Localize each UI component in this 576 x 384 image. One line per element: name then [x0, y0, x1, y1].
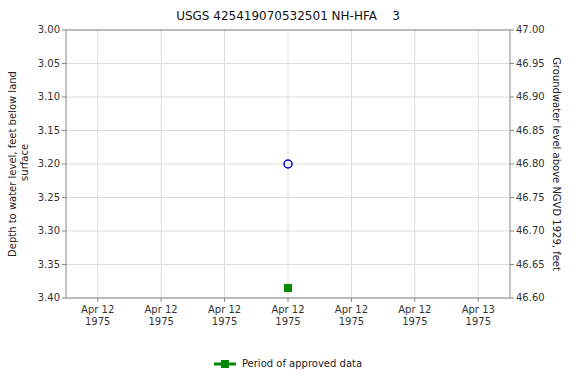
point: [284, 160, 292, 168]
marks: [284, 160, 292, 291]
tick-label: Apr 121975: [271, 304, 304, 327]
tick: [510, 298, 514, 299]
tick: [510, 63, 514, 64]
text-line: 1975: [466, 316, 491, 327]
tick: [510, 264, 514, 265]
tick-label: Apr 121975: [208, 304, 241, 327]
grid-line: [97, 30, 98, 298]
grid-line: [414, 30, 415, 298]
text-line: Depth to water level, feet below land: [7, 71, 18, 257]
text-line: Apr 12: [335, 304, 368, 315]
series: [284, 160, 292, 168]
tick-label: Apr 121975: [398, 304, 431, 327]
tick-label: 46.90: [516, 91, 545, 102]
legend-label: Period of approved data: [242, 358, 362, 369]
tick: [62, 164, 66, 165]
title: USGS 425419070532501 NH-HFA 3: [176, 9, 400, 23]
x-axis: Apr 121975Apr 121975Apr 121975Apr 121975…: [81, 298, 495, 327]
text-line: 1975: [212, 316, 237, 327]
tick: [62, 30, 66, 31]
grid-line: [161, 30, 162, 298]
tick: [414, 298, 415, 302]
series: [285, 284, 292, 291]
tick: [478, 298, 479, 302]
grid-line: [351, 30, 352, 298]
tick: [510, 97, 514, 98]
grid-line: [478, 30, 479, 298]
text-line: Groundwater level above NGVD 1929, feet: [551, 57, 562, 271]
tick: [62, 231, 66, 232]
text-line: surface: [19, 144, 30, 184]
tick-label: 46.80: [516, 158, 545, 169]
tick-label: Apr 121975: [335, 304, 368, 327]
tick: [510, 197, 514, 198]
text-line: Apr 12: [208, 304, 241, 315]
text-line: 1975: [339, 316, 364, 327]
tick: [62, 63, 66, 64]
tick-label: Apr 131975: [462, 304, 495, 327]
text-line: Apr 12: [145, 304, 178, 315]
text-line: Apr 12: [81, 304, 114, 315]
tick-label: 3.30: [38, 225, 60, 236]
tick: [62, 197, 66, 198]
y2-axis: 47.00 46.95 46.90 46.85 46.80 46.75 46.70 46.65…: [510, 24, 545, 303]
tick: [224, 298, 225, 302]
tick: [62, 130, 66, 131]
tick-label: 46.85: [516, 125, 545, 136]
tick: [161, 298, 162, 302]
tick: [62, 97, 66, 98]
y2-axis-label: Groundwater level above NGVD 1929, feet: [551, 57, 562, 271]
tick: [62, 298, 66, 299]
y-axis: 3.00 3.05 3.10 3.15 3.20 3.25 3.30 3.35 3.40: [38, 24, 66, 303]
tick-label: 3.10: [38, 91, 60, 102]
tick-label: 3.05: [38, 58, 60, 69]
tick-label: 46.65: [516, 259, 545, 270]
tick-label: 3.25: [38, 192, 60, 203]
tick: [510, 231, 514, 232]
point: [285, 284, 292, 291]
text-line: 1975: [85, 316, 110, 327]
tick-label: 3.15: [38, 125, 60, 136]
tick-label: Apr 121975: [145, 304, 178, 327]
grid-line: [288, 30, 289, 298]
tick-label: 3.40: [38, 292, 60, 303]
tick-label: 46.95: [516, 58, 545, 69]
tick: [97, 298, 98, 302]
tick-label: 3.00: [38, 24, 60, 35]
tick-label: 46.60: [516, 292, 545, 303]
text-line: Apr 12: [271, 304, 304, 315]
legend: Period of approved data: [214, 358, 362, 369]
tick-label: 47.00: [516, 24, 545, 35]
text-line: Apr 13: [462, 304, 495, 315]
tick-label: Apr 121975: [81, 304, 114, 327]
tick: [62, 264, 66, 265]
grid: [66, 30, 510, 298]
plot-frame: [66, 30, 510, 298]
text-line: 1975: [275, 316, 300, 327]
tick-label: 3.35: [38, 259, 60, 270]
text-line: 1975: [402, 316, 427, 327]
tick: [351, 298, 352, 302]
tick-label: 46.70: [516, 225, 545, 236]
legend-item: Period of approved data: [214, 358, 362, 369]
tick: [288, 298, 289, 302]
legend-marker: [221, 360, 229, 368]
text-line: Apr 12: [398, 304, 431, 315]
chart: 3.00 3.05 3.10 3.15 3.20 3.25 3.30 3.35 3.40 47.0…: [0, 0, 576, 384]
tick-label: 3.20: [38, 158, 60, 169]
tick: [510, 130, 514, 131]
tick-label: 46.75: [516, 192, 545, 203]
text-line: 1975: [148, 316, 173, 327]
tick: [510, 164, 514, 165]
y-axis-label: Depth to water level, feet below land su…: [7, 71, 30, 257]
tick: [510, 30, 514, 31]
grid-line: [224, 30, 225, 298]
